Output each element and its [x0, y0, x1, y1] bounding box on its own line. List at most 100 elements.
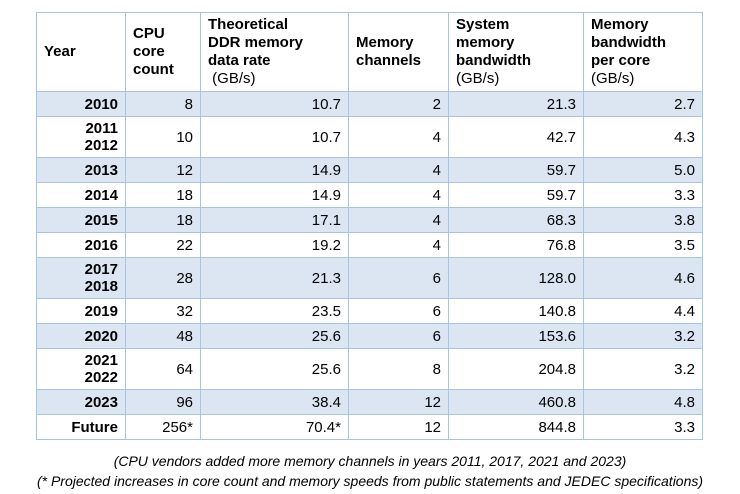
- column-header-rate: Theoretical DDR memory data rate (GB/s): [200, 12, 349, 92]
- cell-rate: 10.7: [200, 91, 349, 117]
- column-header-cores: CPU core count: [125, 12, 201, 92]
- cell-cores: 18: [125, 182, 201, 208]
- cell-year: 2023: [36, 389, 126, 415]
- table-row-2021-2022: 2021 2022 64 25.6 8 204.8 3.2: [36, 348, 703, 390]
- column-header-per_core: Memory bandwidth per core (GB/s): [583, 12, 703, 92]
- cell-channels: 4: [348, 207, 449, 233]
- table-row-2010: 2010 8 10.7 2 21.3 2.7: [36, 91, 703, 117]
- header-row: Year CPU core count Theoretical DDR memory…: [36, 12, 703, 92]
- column-title: System memory bandwidth: [456, 16, 531, 69]
- cell-channels: 4: [348, 157, 449, 183]
- cell-rate: 25.6: [200, 348, 349, 390]
- cell-bandwidth: 844.8: [448, 414, 584, 440]
- column-title: Memory channels: [356, 34, 422, 69]
- cell-per_core: 4.4: [583, 298, 703, 324]
- column-title: Year: [44, 43, 76, 60]
- cell-channels: 4: [348, 182, 449, 208]
- cell-bandwidth: 128.0: [448, 257, 584, 299]
- cell-per_core: 3.3: [583, 182, 703, 208]
- cell-rate: 23.5: [200, 298, 349, 324]
- table-row-2015: 2015 18 17.1 4 68.3 3.8: [36, 207, 703, 233]
- column-unit: (GB/s): [591, 70, 635, 87]
- cell-channels: 6: [348, 323, 449, 349]
- cell-bandwidth: 21.3: [448, 91, 584, 117]
- table-body: 2010 8 10.7 2 21.3 2.7 2011 2012 10 10.7 4 42.7 4.3…: [36, 91, 703, 440]
- column-title: Memory bandwidth per core: [591, 16, 666, 69]
- cell-per_core: 2.7: [583, 91, 703, 117]
- cell-year: Future: [36, 414, 126, 440]
- footnotes: (CPU vendors added more memory channels …: [0, 451, 740, 491]
- cell-cores: 32: [125, 298, 201, 324]
- cell-per_core: 3.2: [583, 323, 703, 349]
- cell-year: 2016: [36, 232, 126, 258]
- column-header-channels: Memory channels: [348, 12, 449, 92]
- column-header-year: Year: [36, 12, 126, 92]
- cell-per_core: 4.3: [583, 116, 703, 158]
- cell-per_core: 3.8: [583, 207, 703, 233]
- cell-bandwidth: 42.7: [448, 116, 584, 158]
- table-row-2017-2018: 2017 2018 28 21.3 6 128.0 4.6: [36, 257, 703, 299]
- cell-channels: 8: [348, 348, 449, 390]
- cell-rate: 38.4: [200, 389, 349, 415]
- cell-year: 2011 2012: [36, 116, 126, 158]
- cell-rate: 70.4*: [200, 414, 349, 440]
- table-row-2014: 2014 18 14.9 4 59.7 3.3: [36, 182, 703, 208]
- cell-per_core: 3.5: [583, 232, 703, 258]
- cell-bandwidth: 76.8: [448, 232, 584, 258]
- cell-year: 2020: [36, 323, 126, 349]
- cell-rate: 14.9: [200, 182, 349, 208]
- cell-rate: 17.1: [200, 207, 349, 233]
- cpu-memory-bandwidth-table: Year CPU core count Theoretical DDR memory…: [36, 12, 703, 440]
- cell-cores: 8: [125, 91, 201, 117]
- cell-cores: 18: [125, 207, 201, 233]
- column-header-bandwidth: System memory bandwidth (GB/s): [448, 12, 584, 92]
- cell-rate: 14.9: [200, 157, 349, 183]
- cell-channels: 2: [348, 91, 449, 117]
- table-row-2020: 2020 48 25.6 6 153.6 3.2: [36, 323, 703, 349]
- table-row-2016: 2016 22 19.2 4 76.8 3.5: [36, 232, 703, 258]
- cell-channels: 6: [348, 298, 449, 324]
- cell-cores: 48: [125, 323, 201, 349]
- cell-rate: 10.7: [200, 116, 349, 158]
- cell-per_core: 4.6: [583, 257, 703, 299]
- cell-year: 2013: [36, 157, 126, 183]
- cell-channels: 4: [348, 232, 449, 258]
- cell-year: 2019: [36, 298, 126, 324]
- cell-year: 2015: [36, 207, 126, 233]
- cell-channels: 4: [348, 116, 449, 158]
- cell-channels: 12: [348, 414, 449, 440]
- table-row-2011-2012: 2011 2012 10 10.7 4 42.7 4.3: [36, 116, 703, 158]
- table-row-2019: 2019 32 23.5 6 140.8 4.4: [36, 298, 703, 324]
- cell-cores: 64: [125, 348, 201, 390]
- cell-year: 2010: [36, 91, 126, 117]
- column-title: Theoretical DDR memory data rate: [208, 16, 304, 69]
- cell-year: 2014: [36, 182, 126, 208]
- cell-bandwidth: 140.8: [448, 298, 584, 324]
- column-title: CPU core count: [133, 25, 174, 78]
- cell-cores: 256*: [125, 414, 201, 440]
- cell-bandwidth: 153.6: [448, 323, 584, 349]
- cell-cores: 22: [125, 232, 201, 258]
- column-unit: (GB/s): [208, 70, 256, 87]
- column-unit: (GB/s): [456, 70, 500, 87]
- cell-channels: 6: [348, 257, 449, 299]
- cell-bandwidth: 204.8: [448, 348, 584, 390]
- cell-per_core: 3.2: [583, 348, 703, 390]
- cell-cores: 12: [125, 157, 201, 183]
- table-row-2013: 2013 12 14.9 4 59.7 5.0: [36, 157, 703, 183]
- cell-per_core: 5.0: [583, 157, 703, 183]
- cell-bandwidth: 68.3: [448, 207, 584, 233]
- cell-bandwidth: 59.7: [448, 157, 584, 183]
- cell-cores: 96: [125, 389, 201, 415]
- cell-cores: 10: [125, 116, 201, 158]
- cell-per_core: 4.8: [583, 389, 703, 415]
- cell-year: 2017 2018: [36, 257, 126, 299]
- footnote-projected-values: (* Projected increases in core count and…: [36, 473, 704, 489]
- cell-bandwidth: 59.7: [448, 182, 584, 208]
- cell-per_core: 3.3: [583, 414, 703, 440]
- table-header: Year CPU core count Theoretical DDR memory…: [36, 12, 703, 92]
- cell-year: 2021 2022: [36, 348, 126, 390]
- cell-rate: 25.6: [200, 323, 349, 349]
- cell-channels: 12: [348, 389, 449, 415]
